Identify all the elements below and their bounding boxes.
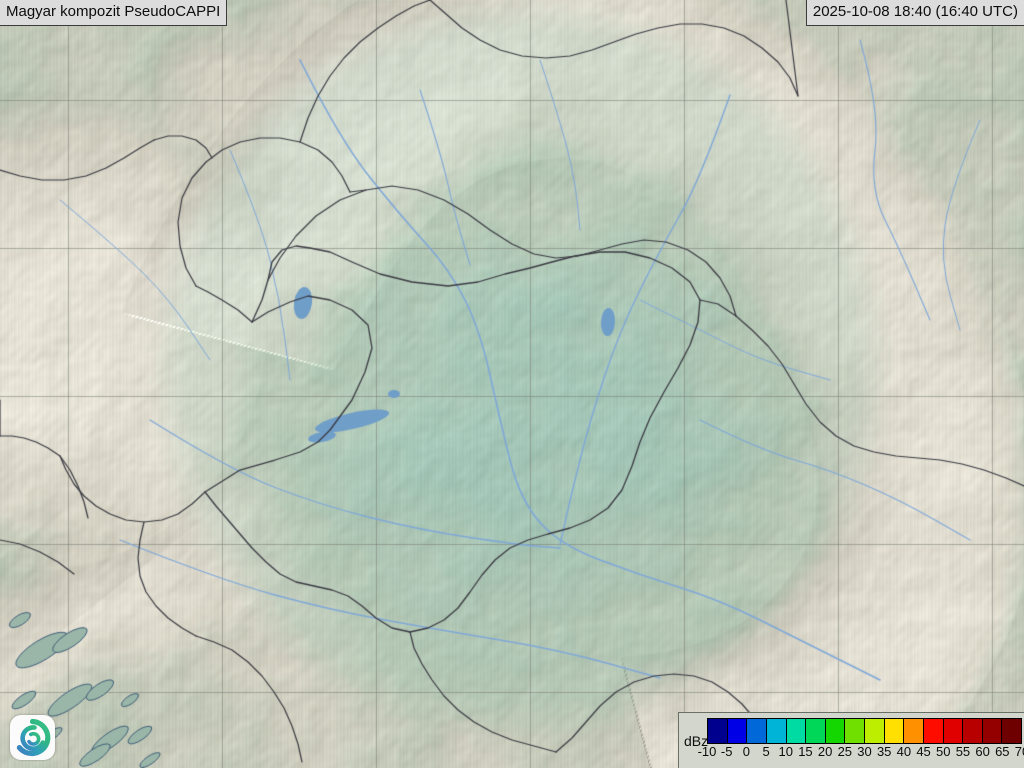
legend-swatch [806,719,826,743]
hungaromet-spiral-logo[interactable] [10,715,55,760]
legend-swatch [963,719,983,743]
legend-swatch [727,719,748,743]
legend-color-bar [707,718,1022,744]
legend-swatch [825,719,846,743]
legend-swatch [904,719,924,743]
legend-swatch [943,719,964,743]
legend-tick: 25 [837,744,853,759]
legend-unit-label: dBz [684,733,709,749]
legend-tick: 55 [955,744,971,759]
legend-tick: 40 [896,744,912,759]
legend-tick: 0 [742,744,750,759]
legend-tick: 5 [762,744,770,759]
legend-swatch [845,719,865,743]
legend-swatch [1002,719,1021,743]
legend-swatch [884,719,905,743]
legend-tick: 50 [936,744,951,759]
page-title: Magyar kompozit PseudoCAPPI [0,0,228,26]
legend-tick: 65 [995,744,1010,759]
legend-swatch [747,719,767,743]
dbz-color-legend: dBz -10-5 05 10 15 20 25 30 35 40 45 50 55 60 65 70 [678,712,1024,768]
legend-tick: 15 [798,744,813,759]
legend-tick: 35 [876,744,892,759]
legend-tick: 45 [916,744,931,759]
legend-tick-labels: -10-5 05 10 15 20 25 30 35 40 45 50 55 60 65 70 [698,744,1024,764]
legend-tick: -5 [720,744,733,759]
timestamp-label: 2025-10-08 18:40 (16:40 UTC) [805,0,1024,26]
legend-tick: -10 [697,744,717,759]
legend-tick: 70 [1014,744,1024,759]
legend-swatch [766,719,787,743]
legend-swatch [982,719,1003,743]
legend-tick: 20 [817,744,833,759]
legend-swatch [708,719,728,743]
spiral-icon [16,718,51,757]
legend-swatch [865,719,885,743]
legend-tick: 60 [975,744,990,759]
legend-swatch [786,719,807,743]
legend-swatch [923,719,944,743]
legend-tick: 30 [857,744,872,759]
legend-tick: 10 [778,744,793,759]
